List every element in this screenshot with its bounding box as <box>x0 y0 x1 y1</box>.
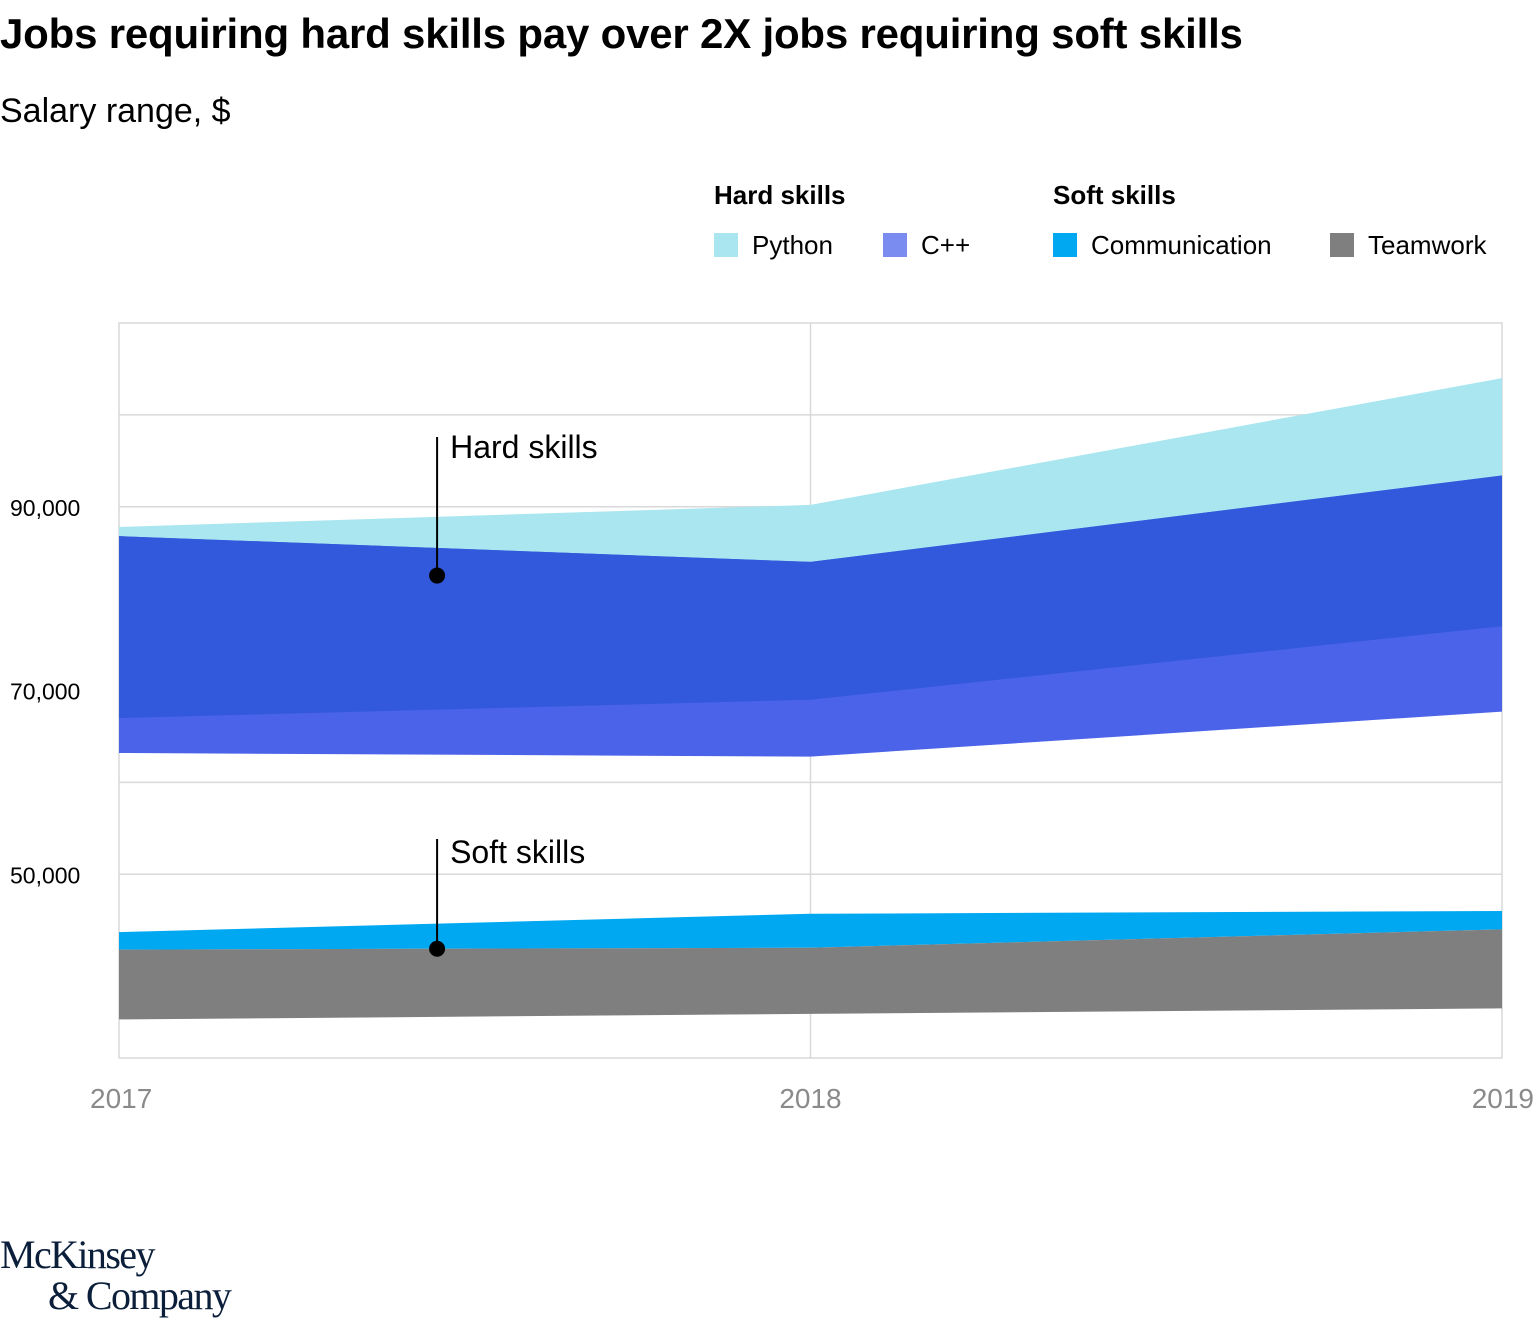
legend-swatch-cpp <box>883 233 907 257</box>
area-communication <box>119 911 1502 950</box>
legend-item-teamwork: Teamwork <box>1330 228 1486 262</box>
salary-range-area-chart: 50,000 70,000 90,000 2017 2018 2019 Hard skill… <box>10 322 1534 1114</box>
soft-skills-annotation-dot <box>429 940 446 957</box>
legend-label-communication: Communication <box>1091 230 1272 260</box>
logo-line-1: McKinsey <box>0 1232 155 1277</box>
legend-soft-skills-title: Soft skills <box>1053 180 1176 210</box>
legend-label-cpp: C++ <box>921 230 971 260</box>
logo-line-2: & Company <box>48 1273 232 1318</box>
y-tick-label-90000: 90,000 <box>10 495 80 521</box>
x-tick-label-2017: 2017 <box>90 1083 152 1114</box>
legend-item-communication: Communication <box>1053 228 1272 262</box>
legend-hard-skills-title: Hard skills <box>714 180 846 210</box>
area-teamwork <box>119 929 1502 1020</box>
legend-swatch-python <box>714 233 738 257</box>
legend-label-teamwork: Teamwork <box>1368 230 1487 260</box>
chart-title: Jobs requiring hard skills pay over 2X j… <box>0 10 1243 57</box>
legend-item-python: Python <box>714 228 833 262</box>
x-tick-label-2019: 2019 <box>1472 1083 1534 1114</box>
soft-skills-annotation-label: Soft skills <box>450 834 585 870</box>
x-tick-label-2018: 2018 <box>779 1083 841 1114</box>
legend-label-python: Python <box>752 230 833 260</box>
chart-subtitle: Salary range, $ <box>0 92 231 130</box>
y-tick-label-70000: 70,000 <box>10 679 80 705</box>
hard-skills-annotation-dot <box>429 567 446 584</box>
area-overlap-python-cpp <box>119 475 1502 719</box>
hard-skills-annotation-label: Hard skills <box>450 429 598 465</box>
legend-item-cpp: C++ <box>883 228 970 262</box>
mckinsey-logo: McKinsey & Company <box>0 1234 260 1316</box>
legend-swatch-teamwork <box>1330 233 1354 257</box>
y-tick-label-50000: 50,000 <box>10 862 80 888</box>
legend-swatch-communication <box>1053 233 1077 257</box>
